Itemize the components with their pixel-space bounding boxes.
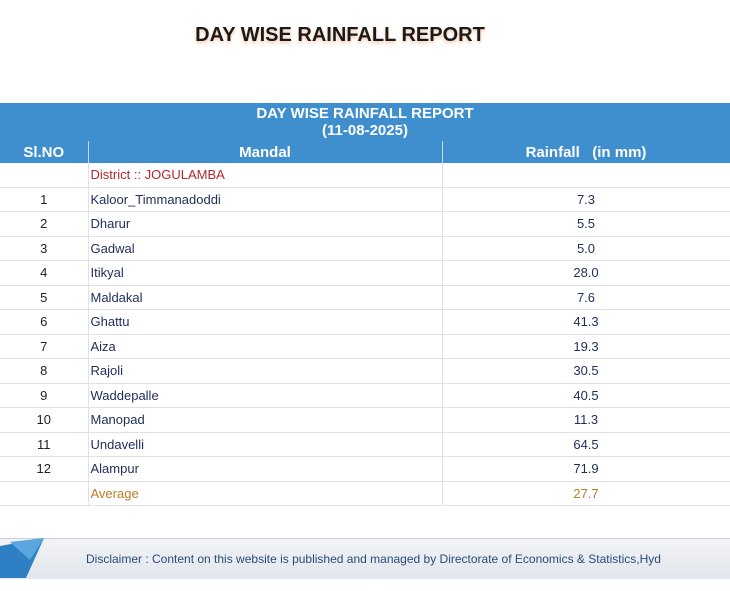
slno-cell: 1 bbox=[0, 187, 89, 212]
mandal-cell: Gadwal bbox=[88, 236, 443, 261]
table-row: 4 Itikyal 28.0 bbox=[0, 260, 730, 286]
rainfall-cell: 7.6 bbox=[442, 285, 730, 310]
rainfall-cell: 7.3 bbox=[442, 187, 730, 212]
column-header-mandal: Mandal bbox=[88, 141, 443, 163]
district-slno-cell bbox=[0, 163, 89, 188]
mandal-cell: Waddepalle bbox=[88, 383, 443, 408]
district-row: District :: JOGULAMBA bbox=[0, 163, 730, 188]
slno-cell: 7 bbox=[0, 334, 89, 359]
mandal-cell: Rajoli bbox=[88, 358, 443, 384]
mandal-cell: Kaloor_Timmanadoddi bbox=[88, 187, 443, 212]
rainfall-cell: 64.5 bbox=[442, 432, 730, 457]
table-row: 9 Waddepalle 40.5 bbox=[0, 383, 730, 408]
district-rainfall-cell bbox=[442, 163, 730, 188]
rainfall-table: DAY WISE RAINFALL REPORT (11-08-2025) Sl… bbox=[0, 103, 730, 506]
slno-cell: 5 bbox=[0, 285, 89, 310]
table-row: 12 Alampur 71.9 bbox=[0, 456, 730, 482]
slno-cell: 3 bbox=[0, 236, 89, 261]
table-row: 3 Gadwal 5.0 bbox=[0, 236, 730, 261]
footer-disclaimer: Disclaimer : Content on this website is … bbox=[86, 552, 661, 566]
table-row: 1 Kaloor_Timmanadoddi 7.3 bbox=[0, 187, 730, 212]
slno-cell: 12 bbox=[0, 456, 89, 482]
report-banner: DAY WISE RAINFALL REPORT (11-08-2025) bbox=[0, 103, 730, 141]
footer-band bbox=[0, 538, 730, 579]
rainfall-cell: 40.5 bbox=[442, 383, 730, 408]
table-row: 10 Manopad 11.3 bbox=[0, 407, 730, 433]
mandal-cell: Ghattu bbox=[88, 309, 443, 335]
slno-cell: 9 bbox=[0, 383, 89, 408]
mandal-cell: Manopad bbox=[88, 407, 443, 433]
rainfall-cell: 71.9 bbox=[442, 456, 730, 482]
district-label: District :: JOGULAMBA bbox=[88, 163, 443, 188]
table-row: 11 Undavelli 64.5 bbox=[0, 432, 730, 457]
rainfall-cell: 41.3 bbox=[442, 309, 730, 335]
table-row: 7 Aiza 19.3 bbox=[0, 334, 730, 359]
slno-cell: 4 bbox=[0, 260, 89, 286]
mandal-cell: Dharur bbox=[88, 211, 443, 237]
slno-cell: 11 bbox=[0, 432, 89, 457]
table-row: 5 Maldakal 7.6 bbox=[0, 285, 730, 310]
column-header-slno: Sl.NO bbox=[0, 141, 89, 163]
rainfall-cell: 19.3 bbox=[442, 334, 730, 359]
rainfall-cell: 30.5 bbox=[442, 358, 730, 384]
report-date: (11-08-2025) bbox=[322, 122, 408, 139]
rainfall-cell: 28.0 bbox=[442, 260, 730, 286]
mandal-cell: Alampur bbox=[88, 456, 443, 482]
slno-cell: 8 bbox=[0, 358, 89, 384]
average-row: Average 27.7 bbox=[0, 481, 730, 506]
mandal-cell: Maldakal bbox=[88, 285, 443, 310]
mandal-cell: Itikyal bbox=[88, 260, 443, 286]
table-row: 2 Dharur 5.5 bbox=[0, 211, 730, 237]
rainfall-cell: 11.3 bbox=[442, 407, 730, 433]
table-row: 6 Ghattu 41.3 bbox=[0, 309, 730, 335]
column-header-rainfall: Rainfall (in mm) bbox=[442, 141, 730, 163]
report-title: DAY WISE RAINFALL REPORT bbox=[256, 105, 474, 122]
average-slno-cell bbox=[0, 481, 89, 506]
rainfall-cell: 5.5 bbox=[442, 211, 730, 237]
average-value: 27.7 bbox=[442, 481, 730, 506]
rainfall-cell: 5.0 bbox=[442, 236, 730, 261]
slno-cell: 6 bbox=[0, 309, 89, 335]
slno-cell: 2 bbox=[0, 211, 89, 237]
mandal-cell: Undavelli bbox=[88, 432, 443, 457]
mandal-cell: Aiza bbox=[88, 334, 443, 359]
column-header-row: Sl.NO Mandal Rainfall (in mm) bbox=[0, 141, 730, 163]
footer-logo-icon bbox=[0, 538, 44, 578]
slno-cell: 10 bbox=[0, 407, 89, 433]
average-label: Average bbox=[88, 481, 443, 506]
table-row: 8 Rajoli 30.5 bbox=[0, 358, 730, 384]
page-title: DAY WISE RAINFALL REPORT bbox=[195, 24, 485, 46]
